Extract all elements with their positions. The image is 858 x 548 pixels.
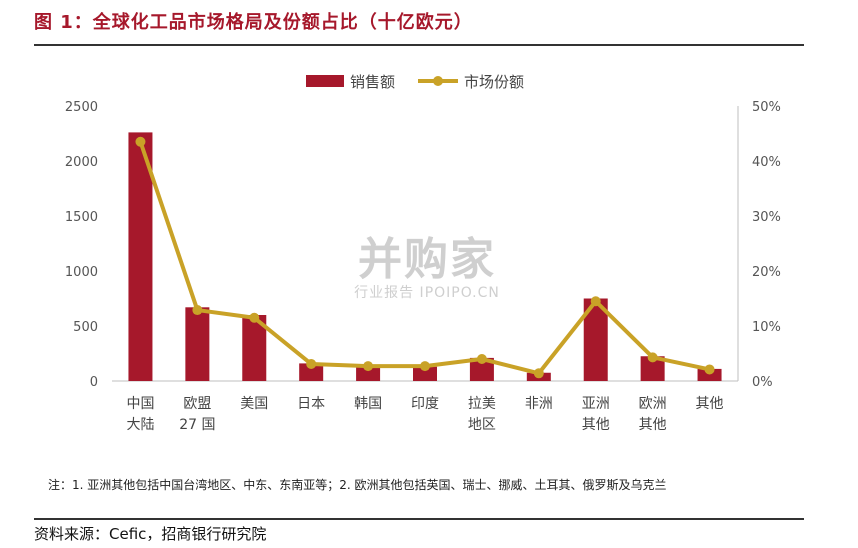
x-tick-label: 韩国 [354, 396, 382, 412]
x-tick-label: 其他 [639, 417, 667, 433]
y-left-tick-label: 500 [73, 320, 98, 335]
x-tick-label: 其他 [696, 396, 724, 412]
y-right-tick-label: 30% [752, 210, 781, 225]
x-tick-label: 大陆 [126, 417, 154, 433]
y-left-tick-label: 0 [90, 375, 98, 390]
line-point [363, 361, 374, 372]
line-point [590, 296, 601, 307]
line-point [420, 361, 430, 372]
y-right-tick-label: 10% [752, 320, 781, 335]
legend-swatch-bar [306, 75, 344, 87]
y-left-tick-label: 2500 [65, 100, 98, 115]
y-left-tick-label: 2000 [65, 155, 98, 170]
y-right-tick-label: 40% [752, 155, 781, 170]
line-point [704, 364, 715, 375]
line-point [533, 368, 544, 379]
line-point [192, 305, 203, 316]
x-tick-label: 日本 [297, 396, 325, 412]
y-right-tick-label: 50% [752, 100, 781, 115]
bar [469, 357, 494, 381]
x-tick-label: 印度 [411, 396, 439, 412]
x-tick-label: 欧洲 [639, 396, 667, 412]
bar [128, 132, 153, 381]
watermark-sub: 行业报告 IPOIPO.CN [354, 285, 500, 301]
legend-label-bar: 销售额 [350, 73, 395, 91]
x-tick-label: 欧盟 [183, 396, 211, 412]
x-tick-label: 27 国 [179, 417, 215, 433]
bottom-rule [34, 518, 804, 520]
bar [413, 366, 437, 381]
bar [299, 363, 324, 381]
x-tick-label: 非洲 [525, 396, 553, 412]
line-point [647, 352, 658, 363]
line-point [306, 358, 317, 369]
bar [242, 315, 267, 381]
line-point [135, 136, 146, 147]
top-rule [34, 44, 804, 46]
y-right-tick-label: 20% [752, 265, 781, 280]
chart: 0 500 1000 1500 2000 2500 0% 10% 20% 30% 40% 50% 中国大… [65, 73, 781, 433]
line-point [476, 354, 487, 364]
y-left-tick-label: 1000 [65, 265, 98, 280]
footnote: 注：1. 亚洲其他包括中国台湾地区、中东、东南亚等；2. 欧洲其他包括英国、瑞士… [48, 478, 667, 492]
x-tick-label: 拉美 [468, 396, 496, 412]
y-right-tick-label: 0% [752, 375, 773, 390]
x-tick-label: 亚洲 [582, 396, 610, 412]
x-tick-label: 美国 [240, 396, 268, 412]
x-tick-label: 其他 [582, 417, 610, 433]
source-text: 资料来源：Cefic，招商银行研究院 [34, 525, 267, 543]
x-tick-label: 地区 [468, 417, 496, 433]
line-point [249, 312, 260, 323]
legend-marker-line [433, 76, 443, 86]
bar [185, 307, 210, 381]
figure-title: 图 1：全球化工品市场格局及份额占比（十亿欧元） [34, 12, 473, 33]
legend-label-line: 市场份额 [464, 73, 524, 91]
bar [356, 366, 381, 381]
x-tick-label: 中国 [126, 396, 154, 412]
watermark: 并购家 行业报告 IPOIPO.CN [322, 236, 532, 302]
watermark-main: 并购家 [358, 234, 496, 285]
bar [697, 368, 722, 381]
y-left-tick-label: 1500 [65, 210, 98, 225]
